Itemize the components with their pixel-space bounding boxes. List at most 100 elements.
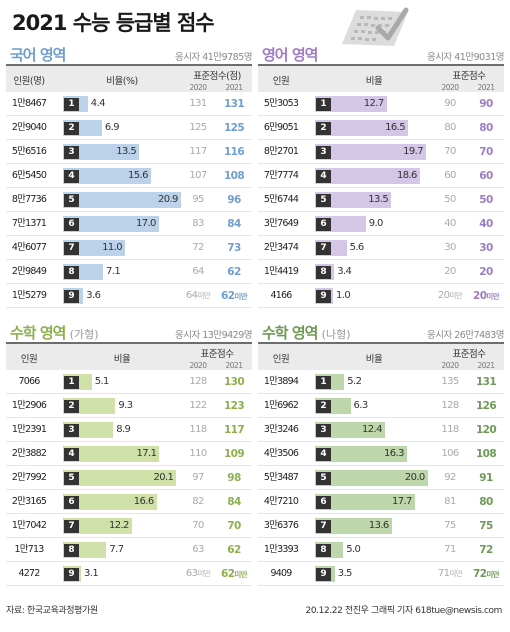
std-score-2021-value: 108	[223, 170, 245, 182]
column-header-ratio: 비율(%)	[106, 76, 138, 87]
table-row: 9409 9 3.5 71미만 72미만	[258, 562, 504, 586]
std-score-2020-value: 70	[192, 520, 204, 531]
table-row: 6만9051 2 16.5 80 80	[258, 116, 504, 140]
ratio-label: 7.7	[109, 544, 124, 555]
column-header-std-score: 표준점수(점)	[193, 71, 241, 82]
std-score-2021: 60	[468, 164, 504, 188]
std-score-2020: 92	[434, 466, 466, 490]
grade-badge: 1	[64, 98, 79, 111]
std-score-2020: 107	[182, 164, 214, 188]
std-score-2021: 72	[468, 538, 504, 562]
applicant-count: 2만3165	[11, 496, 47, 507]
ratio-label: 5.1	[94, 376, 110, 387]
table-row: 8만2701 3 19.7 70 70	[258, 140, 504, 164]
ratio-label: 5.0	[346, 544, 361, 555]
ratio-label: 3.4	[337, 266, 352, 277]
std-score-2021-value: 75	[479, 520, 493, 532]
grade-badge: 5	[64, 472, 79, 485]
panel-title-text: 국어 영역	[10, 46, 66, 64]
ratio-label: 9.0	[368, 218, 384, 229]
std-score-2020-value: 106	[441, 448, 459, 459]
grade-badge: 8	[316, 266, 331, 279]
ratio-label: 3.6	[86, 290, 101, 301]
std-score-2021-value: 80	[479, 122, 493, 134]
table-header: 인원 비율 표준점수 2020 2021	[258, 342, 504, 370]
table-row: 1만2906 2 9.3 122 123	[6, 394, 252, 418]
grade-badge: 2	[316, 400, 331, 413]
std-score-2021-value: 120	[475, 424, 497, 436]
std-score-2020: 20	[434, 260, 466, 284]
std-score-2021: 72미만	[468, 562, 504, 586]
std-score-2020: 50	[434, 188, 466, 212]
std-score-2020-value: 63	[185, 568, 198, 579]
std-score-2020: 118	[434, 418, 466, 442]
std-score-2021: 98	[216, 466, 252, 490]
table-row: 1만8467 1 4.4 131 131	[6, 92, 252, 116]
std-score-2021: 20	[468, 260, 504, 284]
grade-badge: 9	[64, 568, 79, 581]
std-score-2021-value: 84	[227, 496, 241, 508]
std-score-2020-value: 122	[189, 400, 207, 411]
applicant-count: 7066	[18, 376, 41, 387]
panel-title: 영어 영역	[262, 44, 318, 65]
score-panel: 수학 영역 (가형) 응시자 13만9429명 인원 비율 표준점수 2020 2021 70…	[6, 322, 253, 586]
std-score-2021: 120	[468, 418, 504, 442]
std-score-2021-value: 20	[479, 266, 493, 278]
grade-badge: 9	[316, 290, 331, 303]
table-row: 7066 1 5.1 128 130	[6, 370, 252, 394]
applicant-count: 6만5450	[11, 170, 47, 181]
std-score-2020-value: 83	[192, 218, 204, 229]
std-score-2021-value: 20	[472, 290, 487, 302]
grade-badge: 3	[316, 146, 331, 159]
ratio-label: 5.6	[349, 242, 365, 253]
std-score-2020-value: 71	[437, 568, 450, 579]
std-score-2020: 118	[182, 418, 214, 442]
grade-badge: 2	[316, 122, 331, 135]
grade-badge: 6	[316, 496, 331, 509]
std-score-2021: 75	[468, 514, 504, 538]
std-score-2021-value: 98	[227, 472, 241, 484]
std-score-2021-value: 131	[223, 98, 245, 110]
std-score-2021-value: 72	[472, 568, 487, 580]
applicant-count: 5만6744	[263, 194, 299, 205]
grade-badge: 1	[316, 98, 331, 111]
std-score-2021: 40	[468, 212, 504, 236]
ratio-label: 11.0	[102, 242, 122, 253]
table-row: 1만6962 2 6.3 128 126	[258, 394, 504, 418]
std-score-2020-value: 135	[441, 376, 459, 387]
table-row: 1만3894 1 5.2 135 131	[258, 370, 504, 394]
std-score-2020: 30	[434, 236, 466, 260]
applicant-count: 4272	[18, 568, 41, 579]
std-score-2020-value: 110	[189, 448, 207, 459]
applicant-count: 8만7736	[11, 194, 47, 205]
std-score-2021-value: 123	[223, 400, 245, 412]
std-score-2020: 40	[434, 212, 466, 236]
panel-title-text: 영어 영역	[262, 46, 318, 64]
std-score-2020-value: 75	[444, 520, 456, 531]
std-score-2020-value: 92	[444, 472, 456, 483]
grade-badge: 5	[316, 472, 331, 485]
std-score-2021: 50	[468, 188, 504, 212]
std-score-2020: 135	[434, 370, 466, 394]
applicant-count: 2만3474	[263, 242, 299, 253]
std-score-2021: 84	[216, 490, 252, 514]
std-score-2021: 96	[216, 188, 252, 212]
std-score-2021: 62미만	[216, 284, 252, 308]
std-score-2021: 80	[468, 116, 504, 140]
ratio-label: 13.5	[368, 194, 389, 205]
grade-badge: 8	[64, 266, 79, 279]
std-score-2021-value: 130	[223, 376, 245, 388]
std-score-2020: 64	[182, 260, 214, 284]
std-score-2021: 117	[216, 418, 252, 442]
std-score-2020-value: 117	[189, 146, 207, 157]
grade-badge: 7	[64, 242, 79, 255]
std-score-2021: 80	[468, 490, 504, 514]
std-score-2020-value: 50	[444, 194, 456, 205]
table-row: 7만1371 6 17.0 83 84	[6, 212, 252, 236]
grade-badge: 7	[316, 242, 331, 255]
table-row: 5만6744 5 13.5 50 50	[258, 188, 504, 212]
applicant-count: 3만6376	[263, 520, 299, 531]
std-score-2021: 131	[468, 370, 504, 394]
table-row: 3만7649 6 9.0 40 40	[258, 212, 504, 236]
std-score-2020: 70	[182, 514, 214, 538]
